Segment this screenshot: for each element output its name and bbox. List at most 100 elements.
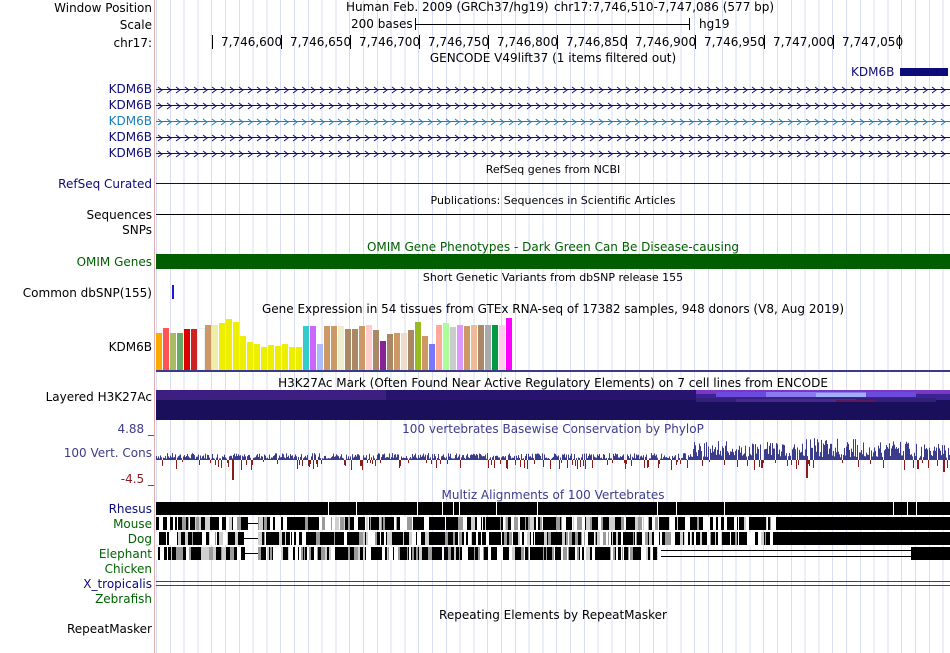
multiz-dog-block <box>498 532 501 545</box>
gencode-gene-block[interactable] <box>900 68 948 76</box>
gtex-tissue-bar[interactable] <box>197 328 205 371</box>
gtex-tissue-bar[interactable] <box>191 329 197 370</box>
gtex-tissue-bar[interactable] <box>415 322 421 370</box>
gtex-tissue-bar[interactable] <box>373 330 379 370</box>
gtex-tissue-bar[interactable] <box>387 334 393 370</box>
gtex-tissue-bar[interactable] <box>163 328 169 370</box>
multiz-elephant-block <box>456 547 459 560</box>
multiz-species-elephant[interactable]: Elephant <box>98 547 152 561</box>
multiz-mouse-block <box>373 517 376 530</box>
conservation-base-score <box>798 460 799 465</box>
dbsnp-variant-mark[interactable] <box>172 285 174 299</box>
gtex-tissue-bar[interactable] <box>324 326 330 370</box>
gtex-tissue-bar[interactable] <box>366 325 372 370</box>
conservation-base-score <box>839 454 840 460</box>
gtex-tissue-bar[interactable] <box>303 326 309 370</box>
gtex-tissue-bar[interactable] <box>296 347 302 370</box>
gencode-transcript-label[interactable]: KDM6B <box>108 114 152 128</box>
multiz-mouse-block <box>390 517 393 530</box>
multiz-species-rhesus[interactable]: Rhesus <box>108 502 152 516</box>
conservation-base-score <box>510 455 511 460</box>
gtex-tissue-bar[interactable] <box>471 325 477 370</box>
gtex-tissue-bar[interactable] <box>345 329 351 370</box>
conservation-label[interactable]: 100 Vert. Cons <box>63 446 152 460</box>
refseq-line[interactable] <box>156 183 950 184</box>
gtex-tissue-bar[interactable] <box>380 341 386 370</box>
gtex-tissue-bar[interactable] <box>359 326 365 370</box>
gtex-tissue-bar[interactable] <box>436 325 442 370</box>
gtex-tissue-bar[interactable] <box>233 322 239 370</box>
multiz-dog-block <box>553 532 557 545</box>
gtex-tissue-bar[interactable] <box>338 326 344 370</box>
gtex-tissue-bar[interactable] <box>261 347 267 370</box>
gtex-tissue-bar[interactable] <box>240 336 246 370</box>
gtex-tissue-bar[interactable] <box>464 326 470 370</box>
repeatmasker-label[interactable]: RepeatMasker <box>66 622 152 636</box>
gtex-tissue-bar[interactable] <box>492 325 498 370</box>
gtex-tissue-bar[interactable] <box>394 333 400 370</box>
gtex-tissue-bar[interactable] <box>310 326 316 370</box>
label-separator[interactable] <box>154 0 155 653</box>
gtex-tissue-bar[interactable] <box>457 325 463 370</box>
multiz-species-x-tropicalis[interactable]: X_tropicalis <box>83 577 152 591</box>
gtex-tissue-bar[interactable] <box>408 330 414 370</box>
gtex-tissue-bar[interactable] <box>226 319 232 370</box>
conservation-base-score <box>554 453 555 460</box>
multiz-mouse-block <box>382 517 383 530</box>
conservation-base-score <box>495 456 496 460</box>
gtex-bar-chart[interactable] <box>156 318 950 371</box>
gtex-tissue-bar[interactable] <box>247 342 253 370</box>
gtex-tissue-bar[interactable] <box>289 347 295 370</box>
gtex-tissue-bar[interactable] <box>401 333 407 370</box>
gtex-tissue-bar[interactable] <box>170 333 176 370</box>
refseq-label[interactable]: RefSeq Curated <box>58 177 152 191</box>
gencode-transcript-label[interactable]: KDM6B <box>108 98 152 112</box>
gtex-tissue-bar[interactable] <box>317 344 323 370</box>
gtex-tissue-bar[interactable] <box>268 345 274 370</box>
gtex-tissue-bar[interactable] <box>485 325 491 370</box>
gencode-transcript-label[interactable]: KDM6B <box>108 130 152 144</box>
conservation-base-score <box>626 460 627 464</box>
multiz-species-dog[interactable]: Dog <box>127 532 152 546</box>
h3k27ac-heatmap[interactable] <box>156 390 950 420</box>
multiz-mouse-block <box>376 517 377 530</box>
gtex-tissue-bar[interactable] <box>478 325 484 370</box>
gencode-top-gene-label[interactable]: KDM6B <box>851 65 895 79</box>
gtex-tissue-bar[interactable] <box>275 346 281 370</box>
gtex-tissue-bar[interactable] <box>254 344 260 370</box>
multiz-species-mouse[interactable]: Mouse <box>113 517 152 531</box>
gtex-tissue-bar[interactable] <box>184 329 190 370</box>
gtex-label[interactable]: KDM6B <box>108 340 152 354</box>
gtex-tissue-bar[interactable] <box>282 344 288 370</box>
gtex-tissue-bar[interactable] <box>443 323 449 370</box>
sequences-line[interactable] <box>156 214 950 215</box>
gtex-tissue-bar[interactable] <box>219 323 225 370</box>
conservation-base-score <box>735 451 736 460</box>
gtex-tissue-bar[interactable] <box>450 327 456 370</box>
omim-gene-bar[interactable] <box>156 254 950 269</box>
gtex-tissue-bar[interactable] <box>212 325 218 370</box>
snps-label[interactable]: SNPs <box>122 223 152 237</box>
gtex-tissue-bar[interactable] <box>429 344 435 370</box>
gtex-tissue-bar[interactable] <box>506 318 512 370</box>
gencode-transcript-label[interactable]: KDM6B <box>108 146 152 160</box>
multiz-dog-block <box>530 532 531 545</box>
multiz-species-chicken[interactable]: Chicken <box>104 562 152 576</box>
gtex-tissue-bar[interactable] <box>156 333 162 370</box>
gtex-tissue-bar[interactable] <box>422 336 428 370</box>
h3k27ac-label[interactable]: Layered H3K27Ac <box>45 390 152 404</box>
gtex-tissue-bar[interactable] <box>352 329 358 370</box>
sequences-label[interactable]: Sequences <box>86 208 152 222</box>
omim-label[interactable]: OMIM Genes <box>76 255 152 269</box>
gtex-tissue-bar[interactable] <box>177 333 183 370</box>
gtex-tissue-bar[interactable] <box>205 325 211 370</box>
multiz-dog-block <box>496 532 498 545</box>
dbsnp-label[interactable]: Common dbSNP(155) <box>22 286 152 300</box>
conservation-base-score <box>705 456 706 460</box>
gtex-tissue-bar[interactable] <box>331 326 337 370</box>
conservation-wiggle[interactable] <box>156 436 950 486</box>
multiz-alignment-blocks[interactable] <box>156 502 950 608</box>
gencode-transcript-label[interactable]: KDM6B <box>108 82 152 96</box>
multiz-species-zebrafish[interactable]: Zebrafish <box>95 592 152 606</box>
gtex-tissue-bar[interactable] <box>499 325 505 370</box>
